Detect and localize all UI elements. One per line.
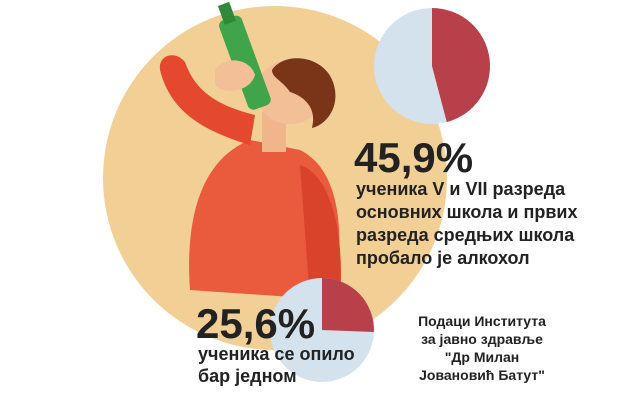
value-label: 25,6% bbox=[196, 300, 315, 347]
pie bbox=[374, 8, 491, 124]
bottle bbox=[217, 1, 271, 110]
caption-line: ученика се опило bbox=[198, 344, 355, 364]
source-line: "Др Милан bbox=[445, 349, 519, 365]
shadow bbox=[300, 165, 341, 300]
caption-line: разреда средњих школа bbox=[356, 225, 575, 245]
hand bbox=[215, 60, 255, 91]
caption-line: основних школа и првих bbox=[356, 202, 578, 222]
pie-slice bbox=[432, 8, 491, 123]
pie bbox=[270, 278, 374, 382]
pie-slice bbox=[322, 278, 374, 332]
source-line: Подаци Института bbox=[418, 313, 546, 329]
source-line: за јавно здравље bbox=[421, 331, 543, 347]
caption-line: пробало је алкохол bbox=[356, 248, 530, 268]
illustration bbox=[103, 1, 447, 350]
arm bbox=[159, 55, 255, 145]
source-line: Јовановић Батут" bbox=[419, 367, 545, 383]
value-label: 45,9% bbox=[354, 134, 473, 181]
caption: ученика V и VII разреда основних школа и … bbox=[356, 179, 578, 268]
hair bbox=[272, 58, 336, 128]
caption-line: ученика V и VII разреда bbox=[356, 179, 566, 199]
source: Подаци Института за јавно здравље "Др Мила… bbox=[418, 313, 546, 383]
caption-line: бар једном bbox=[198, 366, 297, 386]
